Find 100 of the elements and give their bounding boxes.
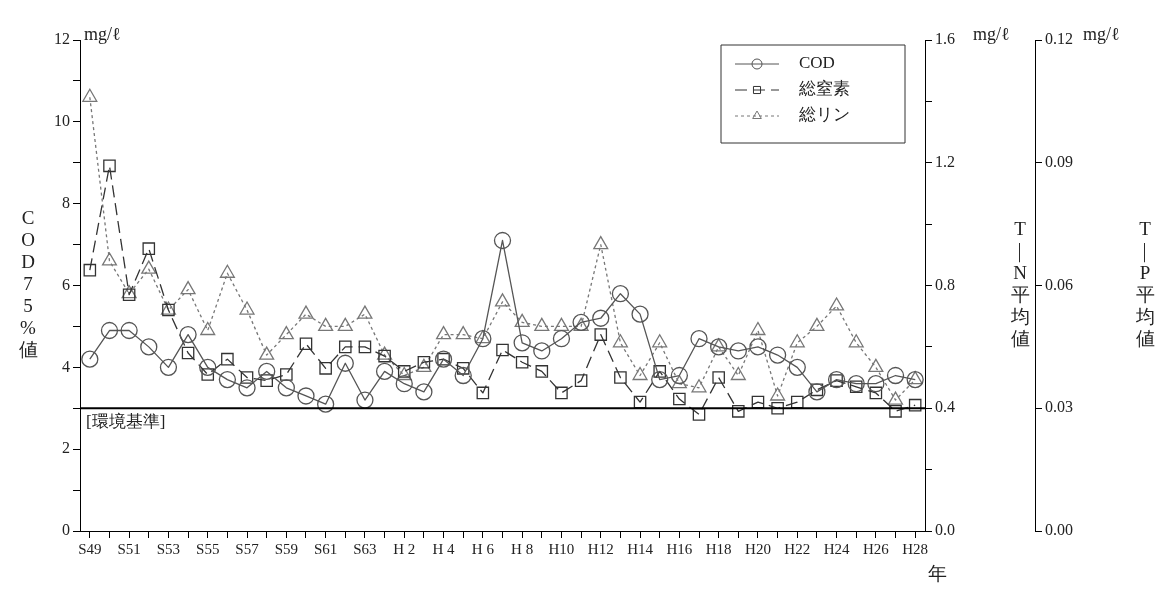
point — [712, 371, 725, 384]
point — [552, 330, 571, 348]
point — [809, 317, 825, 332]
point — [100, 321, 119, 340]
point — [494, 293, 511, 307]
point — [101, 252, 118, 266]
x-tick-label: H20 — [745, 540, 771, 557]
point — [141, 260, 157, 274]
point — [454, 366, 472, 385]
x-tick-label: H12 — [587, 540, 614, 557]
x-tick-label: H 8 — [511, 540, 534, 557]
x-tick-label: S51 — [117, 540, 141, 557]
point — [732, 405, 745, 418]
y3-tick-label: 0.00 — [1045, 521, 1073, 539]
point — [513, 334, 531, 352]
point — [435, 325, 452, 340]
point — [319, 362, 332, 375]
y-tick-label: 4 — [62, 357, 70, 375]
point — [535, 365, 549, 378]
point — [298, 305, 314, 319]
point — [534, 317, 550, 332]
point — [847, 375, 865, 393]
point — [572, 313, 590, 331]
point — [476, 386, 490, 400]
y-tick-label: 0 — [62, 521, 70, 539]
x-tick-label: H16 — [666, 540, 693, 557]
y2-tick-label: 0.0 — [935, 521, 955, 539]
text: mg/ℓ — [973, 23, 1010, 44]
point — [887, 391, 904, 405]
y2-tick-label: 1.2 — [935, 152, 955, 170]
y3-axis-title: T—P平均値 — [1134, 218, 1158, 350]
y2-tick-label: 1.6 — [935, 30, 955, 48]
point — [632, 366, 648, 381]
point — [299, 337, 313, 351]
point — [768, 346, 787, 364]
point — [533, 342, 551, 360]
point — [280, 368, 293, 381]
point — [788, 358, 806, 376]
point — [316, 395, 335, 413]
annotation: mg/ℓ — [84, 23, 121, 44]
point — [179, 325, 197, 344]
point — [710, 338, 728, 356]
x-tick-label: S63 — [353, 540, 377, 557]
x-tick-label: H14 — [627, 540, 654, 557]
y-tick-label: 10 — [54, 112, 70, 130]
x-axis-title: 年 — [927, 562, 947, 584]
point — [690, 330, 708, 348]
x-tick-label: S49 — [78, 540, 102, 557]
x-tick-label: H24 — [823, 540, 850, 557]
x-tick-label: H18 — [705, 540, 732, 557]
point — [555, 386, 568, 400]
point — [770, 387, 786, 401]
x-tick-label: S57 — [235, 540, 260, 557]
point — [199, 358, 217, 376]
point — [869, 386, 883, 400]
y3-tick-label: 0.09 — [1045, 152, 1073, 170]
point — [651, 370, 669, 389]
point — [515, 355, 529, 369]
y3-tick-label: 0.06 — [1045, 275, 1073, 293]
point — [338, 340, 352, 354]
x-tick-label: H 4 — [432, 540, 456, 557]
point — [496, 343, 509, 357]
point — [848, 334, 864, 348]
point — [671, 375, 687, 389]
point — [82, 88, 98, 102]
point — [140, 338, 158, 356]
point — [474, 330, 492, 348]
point — [514, 313, 530, 327]
point — [749, 338, 767, 356]
point — [218, 370, 237, 389]
point — [827, 370, 846, 389]
point — [553, 317, 570, 332]
point — [356, 391, 374, 409]
legend-label: 総リン — [798, 105, 850, 125]
point — [493, 231, 512, 250]
point — [868, 358, 884, 372]
x-tick-label: H26 — [862, 540, 890, 557]
x-tick-label: H10 — [548, 540, 575, 557]
point — [574, 374, 588, 387]
x-tick-label: H 2 — [393, 540, 416, 557]
text: mg/ℓ — [1083, 23, 1120, 44]
point — [653, 365, 667, 378]
point — [789, 334, 805, 348]
point — [201, 368, 215, 381]
point — [908, 398, 922, 412]
x-tick-label: H28 — [902, 540, 929, 557]
point — [336, 354, 354, 372]
point — [258, 362, 276, 381]
point — [750, 321, 766, 336]
point — [239, 301, 255, 315]
y3-tick-label: 0.12 — [1045, 30, 1073, 48]
point — [181, 346, 195, 360]
point — [730, 366, 746, 381]
y-axis-title: COD75%値 — [18, 207, 38, 361]
point — [200, 321, 216, 336]
point — [612, 334, 628, 348]
point — [120, 321, 138, 340]
point — [159, 358, 178, 376]
point — [337, 317, 353, 332]
point — [594, 328, 608, 341]
